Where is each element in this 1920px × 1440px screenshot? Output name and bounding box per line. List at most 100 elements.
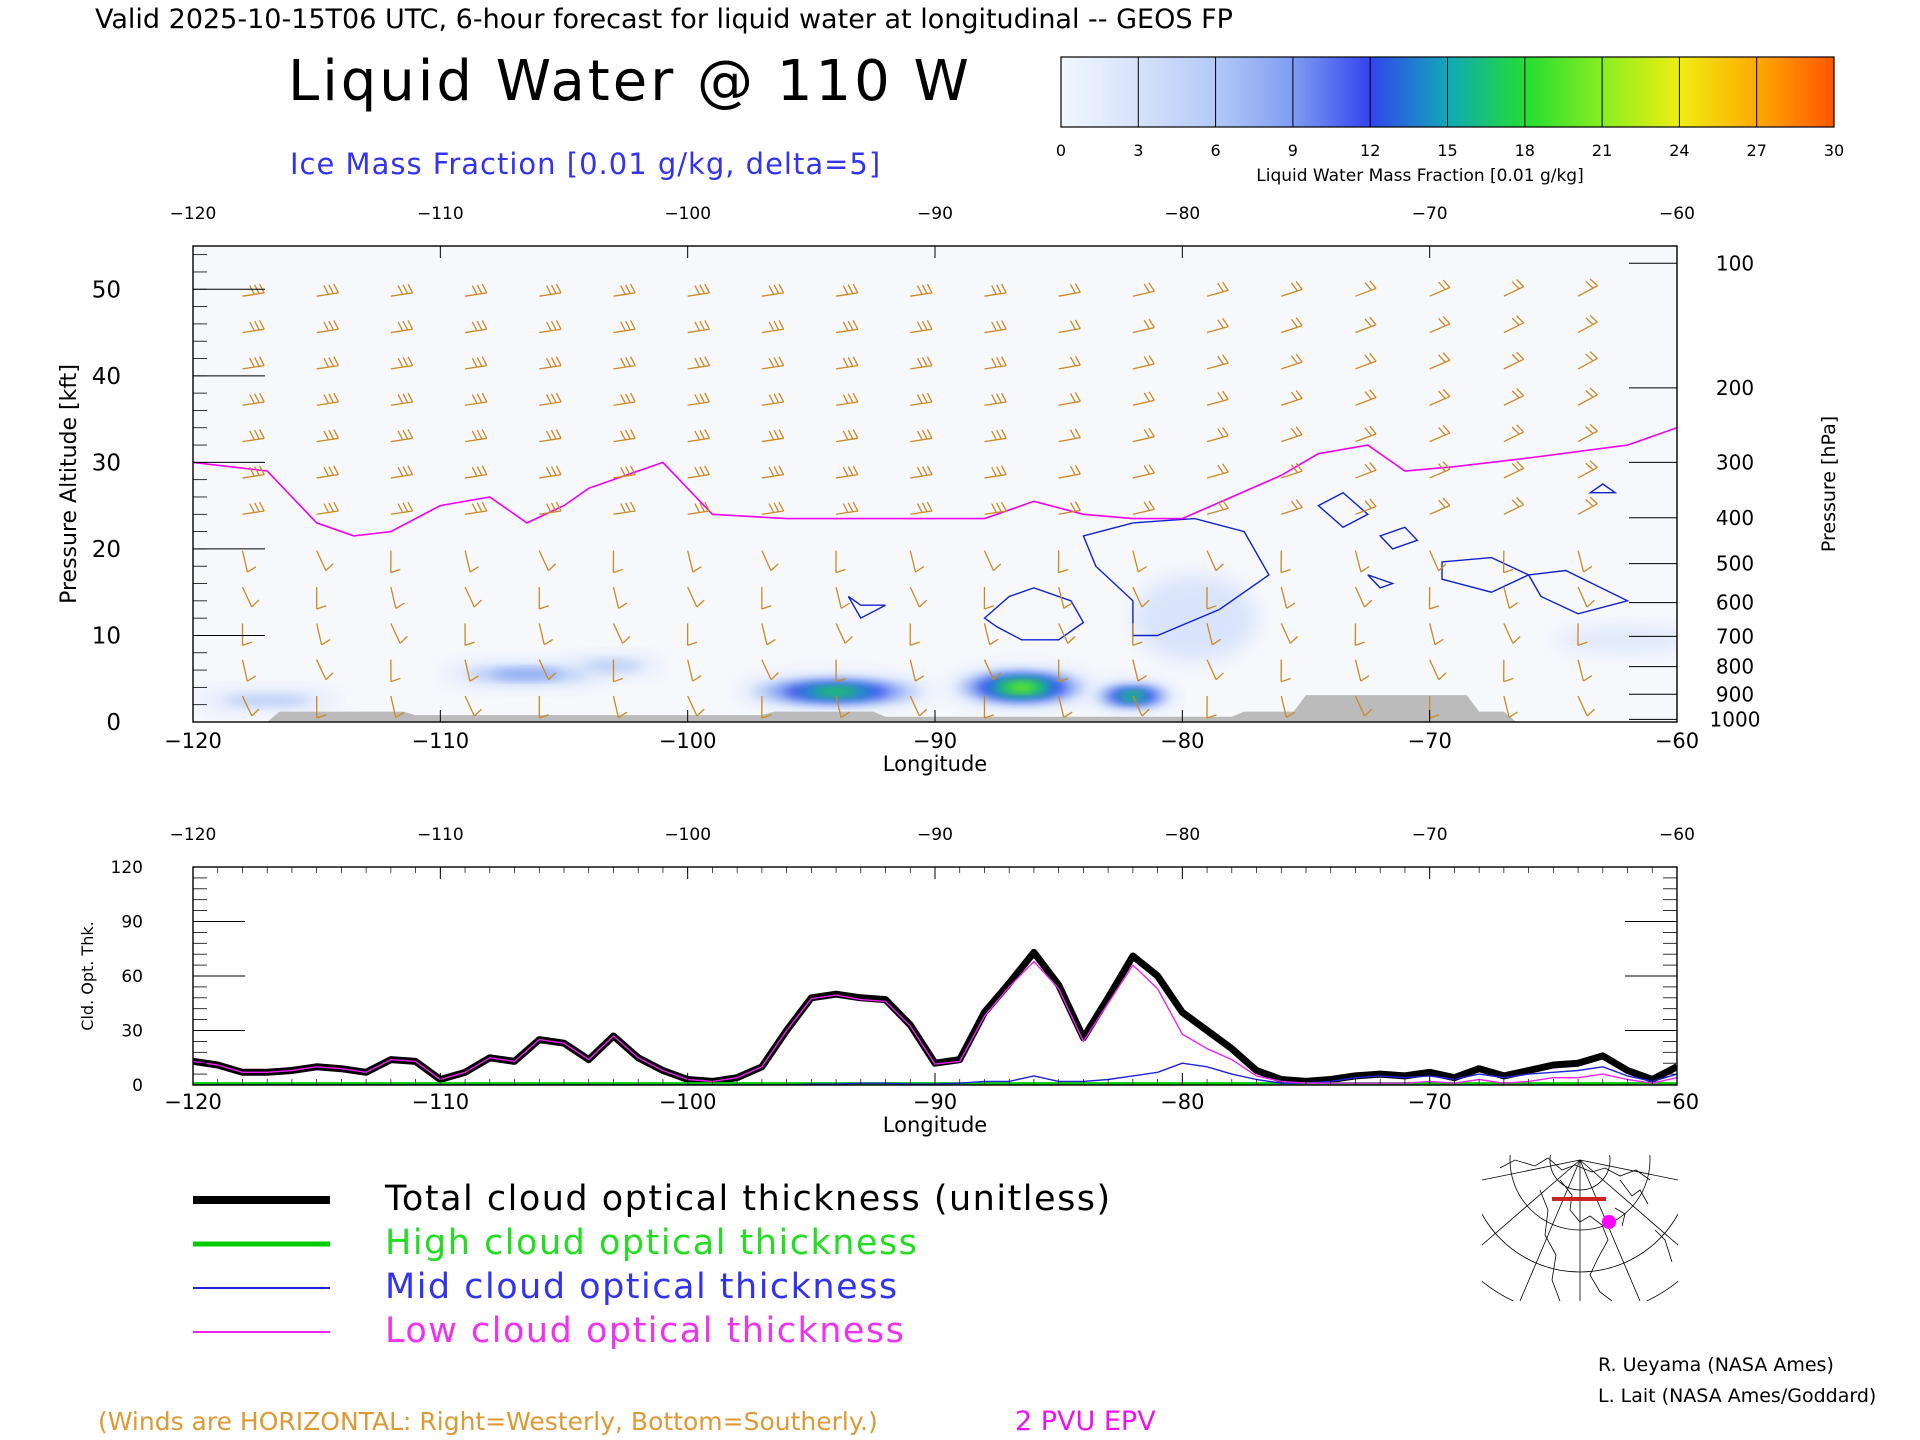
wind-barb [1503,388,1525,406]
wind-barb [910,392,933,406]
wind-barb [390,659,401,683]
wind-barb [983,696,995,719]
wind-barb [613,392,636,406]
wind-barb [909,623,920,646]
ice-contour [847,595,886,620]
wind-barb [316,659,334,681]
wind-barb [390,283,414,297]
colorbar-tick-label: 30 [1824,141,1844,160]
inset-location-marker [1602,1215,1616,1229]
wind-barb [390,586,405,609]
wind-barb [1354,550,1370,573]
wind-barb [1577,586,1595,608]
upper-x-tick-label: −120 [164,729,222,753]
terrain-mask [193,695,1517,722]
wind-barb [1577,314,1598,334]
lower-x-tick-label: −80 [1160,1090,1204,1114]
upper-top-tick-label: −120 [170,204,217,224]
wind-barb [1429,352,1451,370]
wind-barb [1429,659,1447,681]
wind-barb [464,320,488,334]
wind-barb [1058,501,1081,515]
wind-barb [761,283,785,297]
ice-contour [1378,526,1419,550]
wind-barb [538,586,549,610]
wind-barb [464,429,488,443]
credit-line-1: R. Ueyama (NASA Ames) [1598,1354,1834,1376]
wind-barb [1281,499,1303,515]
wind-barb [1058,695,1073,718]
wind-barb [464,392,488,406]
colorbar-tick-label: 24 [1669,141,1689,160]
wind-barb [538,659,557,681]
wind-barb [1281,390,1303,406]
wind-barb [687,320,710,334]
legend-label-total: Total cloud optical thickness (unitless) [384,1179,1112,1219]
wind-barb [1429,425,1451,443]
wind-barb [539,320,562,334]
wind-barb [1281,353,1303,370]
wind-barb [612,659,624,683]
colorbar-label: Liquid Water Mass Fraction [0.01 g/kg] [1256,166,1583,186]
pressure-tick-label: 500 [1716,552,1754,576]
wind-barb [1503,586,1519,609]
wind-barb [390,465,414,479]
liquid-water-blob [1007,683,1036,691]
wind-barb [1355,462,1377,479]
wind-barb [1281,280,1303,297]
terrain-shape [193,695,1517,722]
wind-barbs [241,278,1598,719]
wind-barb [242,465,265,479]
wind-barb [1503,695,1518,718]
epv-2pvu-line [193,426,1677,537]
upper-x-tick-label: −70 [1408,729,1452,753]
wind-barb [761,623,776,646]
wind-barb [613,465,636,479]
upper-y-tick-label: 30 [92,450,121,476]
wind-barb [1132,500,1155,515]
wind-barb [761,429,785,443]
wind-barb [835,623,853,644]
lower-y-tick-label: 120 [111,858,143,878]
wind-barb [538,696,550,719]
wind-barb [687,550,702,573]
upper-y-tick-label: 40 [92,364,121,390]
lower-x-tick-label: −100 [659,1090,717,1114]
liquid-water-blob [814,688,858,696]
upper-y-tick-label: 50 [92,277,121,303]
main-title: Liquid Water @ 110 W [288,49,972,114]
wind-barb [390,695,405,719]
liquid-water-blob [223,695,311,706]
wind-barb [538,623,554,646]
wind-barb [1577,550,1593,573]
wind-barb [390,429,414,443]
wind-barb [539,392,562,406]
wind-barb [464,465,488,479]
wind-barb [316,586,327,610]
wind-barb [1429,550,1447,572]
wind-barb [761,392,785,406]
wind-barb [390,320,414,334]
wind-barb [835,501,859,515]
wind-barb [1206,390,1229,406]
wind-barb [761,501,785,515]
wind-barb [910,283,933,297]
wind-barb [835,695,850,719]
wind-barb [1280,550,1291,574]
lower-y-tick-label: 90 [121,913,143,933]
wind-barb [613,501,636,515]
wind-barb [241,695,260,717]
pressure-tick-label: 400 [1716,506,1754,530]
wind-barb [1206,696,1217,719]
wind-barb [538,550,557,572]
ice-contour [1367,574,1395,589]
wind-barb [910,356,933,370]
wind-barb [1577,423,1598,443]
ice-contour [1588,483,1618,494]
wind-barb [316,465,339,479]
wind-barb [316,696,327,719]
wind-barb [1281,462,1303,479]
wind-barb [1132,464,1155,479]
wind-barb [909,695,928,717]
